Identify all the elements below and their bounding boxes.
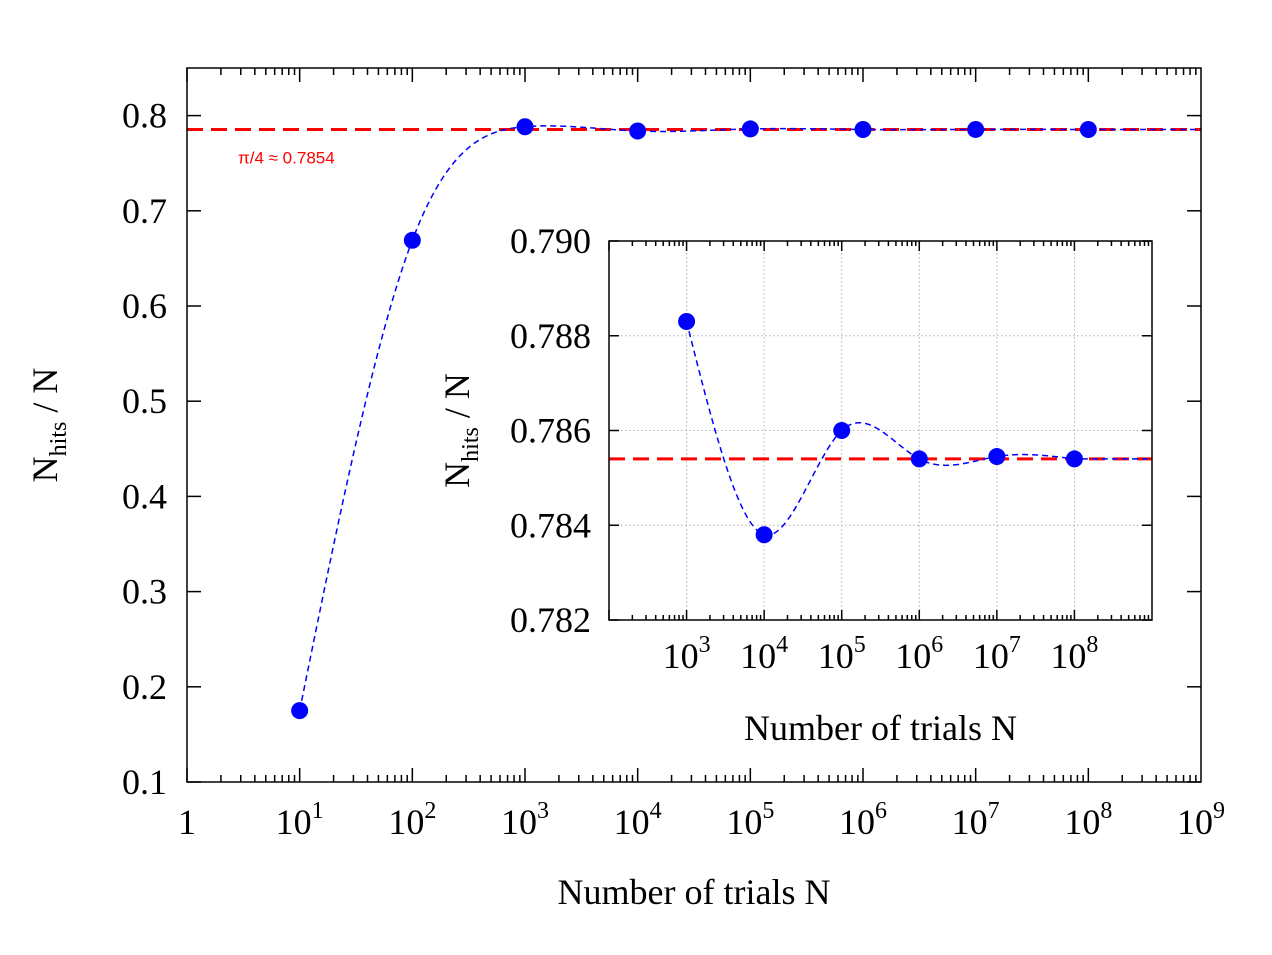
main-data-point bbox=[1079, 120, 1097, 138]
inset-y-axis-title: Nhits / N bbox=[437, 373, 484, 488]
main-x-tick-exp: 9 bbox=[1213, 798, 1225, 824]
main-data-point bbox=[967, 120, 985, 138]
main-x-tick-base: 10 bbox=[388, 802, 424, 842]
main-x-tick-base: 10 bbox=[726, 802, 762, 842]
inset-data-point bbox=[1065, 450, 1083, 468]
inset-y-tick-label: 0.788 bbox=[510, 316, 591, 356]
main-frame bbox=[186, 67, 1202, 783]
inset-x-tick-base: 10 bbox=[818, 636, 854, 676]
inset-x-tick-exp: 5 bbox=[854, 632, 866, 658]
inset-x-tick-label: 103 bbox=[663, 632, 711, 676]
main-data-point bbox=[854, 120, 872, 138]
main-ticks bbox=[186, 68, 1201, 783]
inset-y-title-sub: hits bbox=[458, 427, 484, 462]
main-x-tick-base: 10 bbox=[952, 802, 988, 842]
main-x-tick-base: 10 bbox=[276, 802, 312, 842]
main-series-curve bbox=[298, 125, 1201, 711]
main-y-tick-label: 0.7 bbox=[122, 191, 167, 231]
reference-annotation: π/4 ≈ 0.7854 bbox=[238, 148, 335, 167]
inset-x-tick-exp: 8 bbox=[1086, 632, 1098, 658]
inset-y-tick-label: 0.790 bbox=[510, 221, 591, 261]
inset-x-tick-exp: 3 bbox=[699, 632, 711, 658]
inset-y-title-rest: / N bbox=[437, 373, 477, 427]
main-data-point bbox=[629, 122, 647, 140]
main-x-tick-exp: 6 bbox=[875, 798, 887, 824]
main-x-tick-base: 10 bbox=[1064, 802, 1100, 842]
inset-y-tick-label: 0.786 bbox=[510, 411, 591, 451]
main-x-tick-label: 109 bbox=[1177, 798, 1225, 842]
main-data-point bbox=[291, 702, 309, 720]
inset-x-tick-label: 108 bbox=[1050, 632, 1098, 676]
main-x-tick-label: 1 bbox=[178, 802, 196, 842]
inset-x-tick-exp: 7 bbox=[1009, 632, 1021, 658]
inset-x-axis-title: Number of trials N bbox=[744, 708, 1017, 748]
inset-data-point bbox=[910, 450, 928, 468]
main-data-point bbox=[516, 118, 534, 136]
inset-x-tick-base: 10 bbox=[1050, 636, 1086, 676]
inset-x-tick-label: 107 bbox=[973, 632, 1021, 676]
main-x-tick-exp: 5 bbox=[762, 798, 774, 824]
inset-x-tick-label: 106 bbox=[895, 632, 943, 676]
main-y-axis-title: Nhits / N bbox=[25, 368, 72, 483]
inset-ticks bbox=[608, 240, 1152, 621]
main-x-tick-exp: 2 bbox=[424, 798, 436, 824]
main-x-tick-base: 10 bbox=[839, 802, 875, 842]
main-y-title-sub: hits bbox=[46, 422, 72, 457]
main-x-tick-label: 106 bbox=[839, 798, 887, 842]
main-y-tick-label: 0.2 bbox=[122, 667, 167, 707]
main-y-title-rest: / N bbox=[25, 368, 65, 422]
main-y-tick-label: 0.6 bbox=[122, 286, 167, 326]
inset-x-tick-label: 105 bbox=[818, 632, 866, 676]
inset-x-tick-base: 10 bbox=[895, 636, 931, 676]
main-y-tick-label: 0.8 bbox=[122, 96, 167, 136]
inset-series-curve bbox=[685, 321, 1152, 536]
inset-data-point bbox=[755, 526, 773, 544]
main-x-tick-label: 105 bbox=[726, 798, 774, 842]
inset-x-tick-exp: 6 bbox=[931, 632, 943, 658]
inset-frame bbox=[608, 240, 1153, 621]
main-x-tick-exp: 7 bbox=[988, 798, 1000, 824]
main-x-tick-base: 10 bbox=[501, 802, 537, 842]
inset-y-tick-label: 0.784 bbox=[510, 505, 591, 545]
main-x-tick-base: 10 bbox=[614, 802, 650, 842]
main-x-axis-title: Number of trials N bbox=[558, 872, 831, 912]
main-y-title-base: N bbox=[25, 456, 65, 482]
inset-y-tick-label: 0.782 bbox=[510, 600, 591, 640]
main-x-tick-label: 104 bbox=[614, 798, 662, 842]
main-x-tick-label: 108 bbox=[1064, 798, 1112, 842]
inset-x-tick-base: 10 bbox=[663, 636, 699, 676]
main-x-tick-label: 101 bbox=[276, 798, 324, 842]
main-x-tick-exp: 4 bbox=[650, 798, 662, 824]
inset-x-tick-base: 10 bbox=[740, 636, 776, 676]
inset-x-tick-label: 104 bbox=[740, 632, 788, 676]
main-data-point bbox=[741, 120, 759, 138]
main-data-point bbox=[403, 231, 421, 249]
main-y-tick-label: 0.3 bbox=[122, 572, 167, 612]
main-x-tick-label: 102 bbox=[388, 798, 436, 842]
main-y-tick-label: 0.1 bbox=[122, 762, 167, 802]
main-x-tick-label: 107 bbox=[952, 798, 1000, 842]
main-x-tick-label: 103 bbox=[501, 798, 549, 842]
inset-x-tick-exp: 4 bbox=[776, 632, 788, 658]
inset-data-point bbox=[988, 448, 1006, 466]
inset-data-point bbox=[678, 313, 696, 331]
main-x-tick-base: 10 bbox=[1177, 802, 1213, 842]
main-y-tick-label: 0.4 bbox=[122, 476, 167, 516]
inset-data-point bbox=[833, 422, 851, 439]
inset-y-title-base: N bbox=[437, 462, 477, 488]
inset-x-tick-base: 10 bbox=[973, 636, 1009, 676]
main-x-tick-base: 1 bbox=[178, 802, 196, 842]
main-x-tick-exp: 8 bbox=[1100, 798, 1112, 824]
main-x-tick-exp: 3 bbox=[537, 798, 549, 824]
main-y-tick-label: 0.5 bbox=[122, 381, 167, 421]
main-x-tick-exp: 1 bbox=[312, 798, 324, 824]
